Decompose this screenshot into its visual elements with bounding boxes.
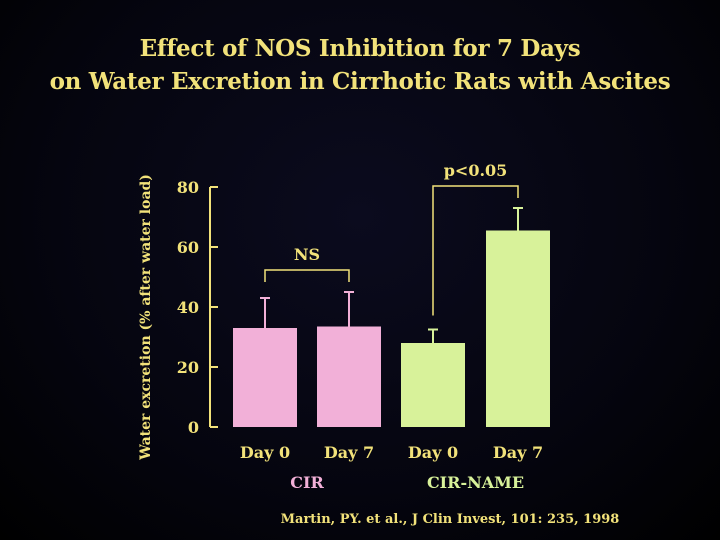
y-tick-label: 60 (177, 238, 199, 257)
bar (401, 343, 465, 427)
significance-bracket (264, 269, 350, 282)
group-label: CIR (290, 473, 324, 492)
significance-bracket (432, 185, 519, 316)
y-tick-label: 40 (177, 298, 199, 317)
group-label: CIR-NAME (427, 473, 524, 492)
bar (486, 230, 550, 427)
title-line-2: on Water Excretion in Cirrhotic Rats wit… (49, 68, 671, 95)
bar (317, 326, 381, 427)
x-tick-label: Day 0 (408, 443, 458, 462)
bar (233, 328, 297, 427)
x-tick-label: Day 0 (240, 443, 290, 462)
significance-label: p<0.05 (444, 161, 508, 180)
y-tick-label: 20 (177, 358, 199, 377)
x-tick-label: Day 7 (324, 443, 374, 462)
slide-title: Effect of NOS Inhibition for 7 Days on W… (0, 32, 720, 98)
x-tick-label: Day 7 (493, 443, 543, 462)
title-line-1: Effect of NOS Inhibition for 7 Days (139, 35, 581, 62)
significance-label: NS (294, 245, 320, 264)
y-axis-label: Water excretion (% after water load) (138, 174, 154, 461)
y-tick-label: 80 (177, 178, 199, 197)
citation: Martin, PY. et al., J Clin Invest, 101: … (280, 512, 620, 527)
y-tick-label: 0 (188, 418, 199, 437)
